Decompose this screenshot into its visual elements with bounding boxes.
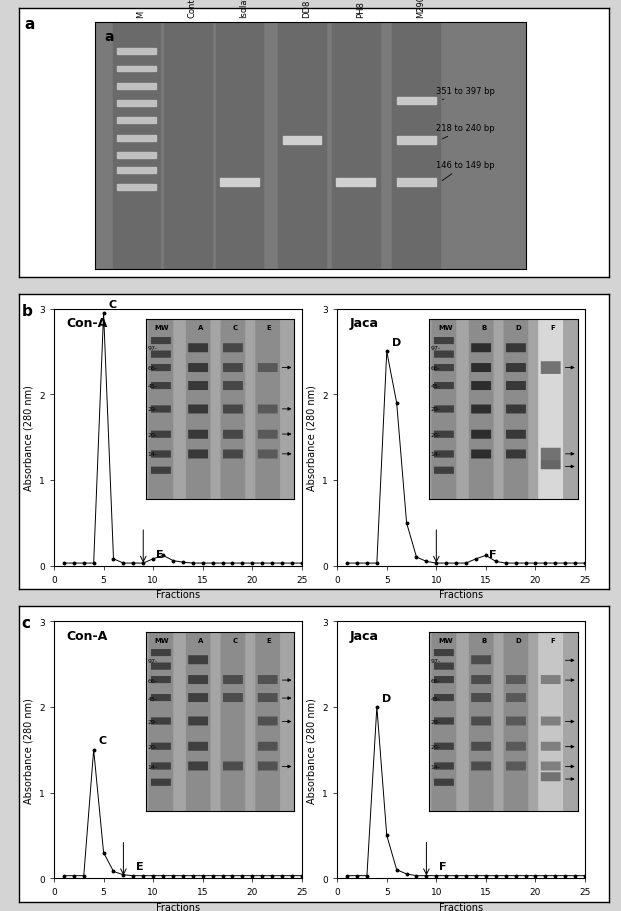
Text: a: a [25, 17, 35, 32]
Text: b: b [22, 303, 32, 318]
Text: c: c [22, 616, 30, 630]
